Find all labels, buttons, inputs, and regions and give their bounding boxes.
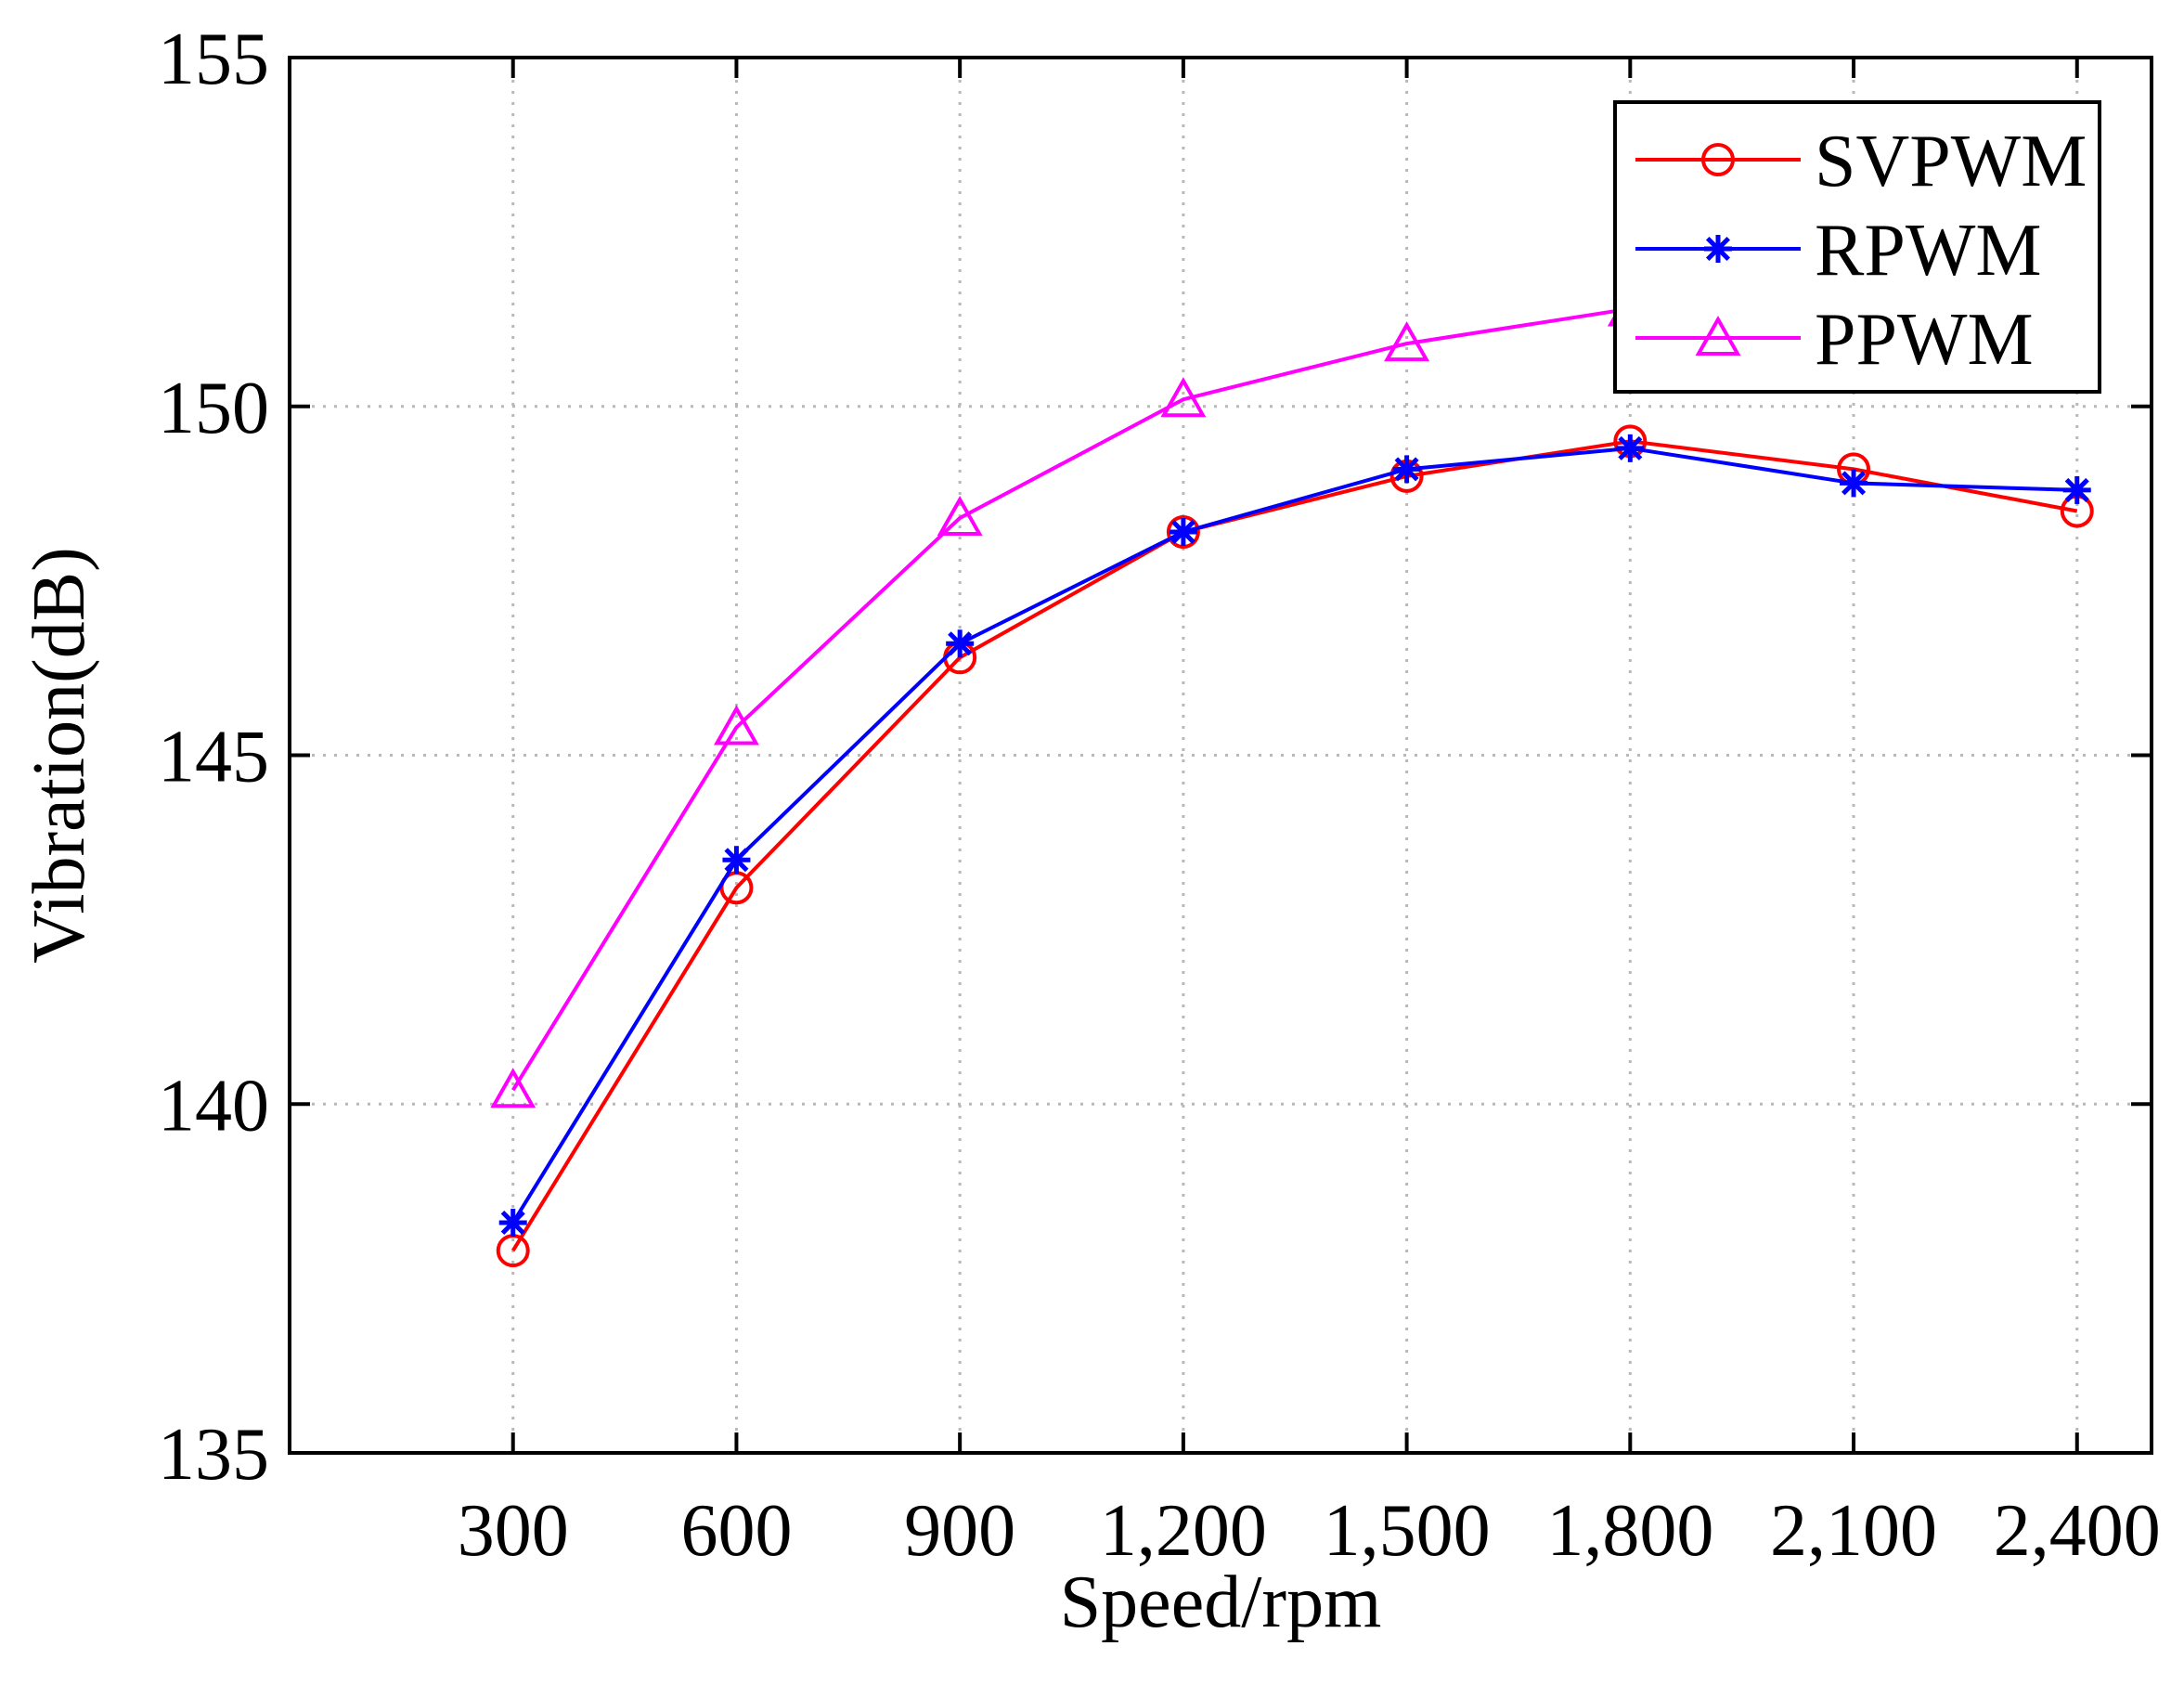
data-point-ppwm (490, 1068, 536, 1108)
x-tick-label: 900 (904, 1490, 1015, 1572)
x-axis-title: Speed/rpm (1060, 1562, 1382, 1643)
legend-entry-ppwm: PPWM (1635, 299, 2034, 381)
legend-label: RPWM (1815, 210, 2042, 292)
data-point-rpwm (498, 1209, 527, 1238)
data-point-ppwm (1384, 321, 1430, 362)
legend-entry-svpwm: SVPWM (1635, 121, 2087, 202)
x-tick-label: 600 (680, 1490, 792, 1572)
series-line-rpwm (511, 446, 2077, 1225)
x-tick-label: 2,400 (1994, 1490, 2161, 1572)
y-axis-title: Vibration(dB) (19, 547, 100, 963)
y-tick-label: 155 (158, 19, 269, 100)
data-point-ppwm (937, 495, 983, 536)
data-point-rpwm (1392, 455, 1421, 484)
y-tick-label: 140 (158, 1065, 269, 1147)
series (490, 286, 2094, 1268)
data-point-rpwm (722, 846, 751, 875)
data-point-rpwm (1616, 434, 1645, 462)
legend-marker (1701, 143, 1735, 176)
series-ppwm (490, 286, 1653, 1108)
series-line-svpwm (511, 439, 2078, 1252)
x-tick-label: 1,800 (1546, 1490, 1713, 1572)
y-tick-label: 135 (158, 1414, 269, 1496)
data-point-rpwm (1169, 518, 1197, 547)
series-line-ppwm (511, 306, 1631, 1092)
x-tick-label: 1,200 (1100, 1490, 1267, 1572)
x-tick-label: 1,500 (1324, 1490, 1491, 1572)
data-point-rpwm (1840, 469, 1868, 498)
y-tick-label: 150 (158, 368, 269, 449)
data-point-ppwm (714, 705, 759, 745)
x-tick-label: 300 (458, 1490, 569, 1572)
ticks: 135 140 145 150 155 300 600 900 1,200 1,500 1,800 2… (158, 19, 2161, 1572)
legend-label: PPWM (1815, 299, 2034, 381)
legend-marker (1704, 235, 1732, 263)
data-point-rpwm (2062, 475, 2091, 504)
series-rpwm (498, 434, 2091, 1238)
data-point-svpwm (1166, 515, 1200, 550)
legend-marker (1695, 315, 1741, 356)
data-point-rpwm (946, 629, 975, 658)
legend-label: SVPWM (1815, 121, 2087, 202)
legend-entry-rpwm: RPWM (1635, 210, 2042, 292)
y-tick-label: 145 (158, 717, 269, 798)
data-point-ppwm (1160, 377, 1207, 418)
legend-box (1613, 100, 2101, 394)
x-tick-label: 2,100 (1770, 1490, 1937, 1572)
